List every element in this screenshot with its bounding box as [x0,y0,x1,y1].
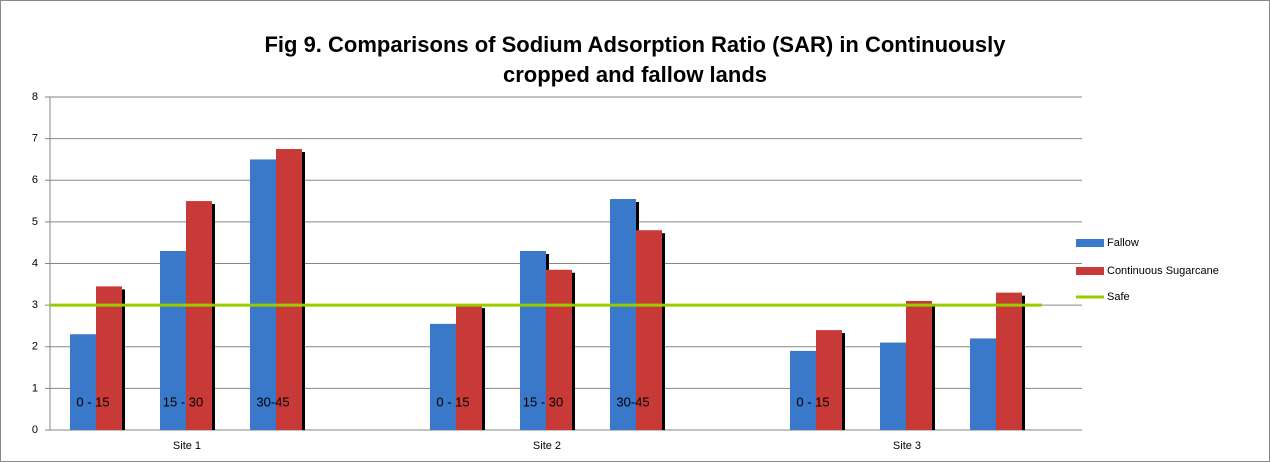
group-label: Site 2 [533,440,561,452]
bar [250,159,276,430]
group-label: Site 1 [173,440,201,452]
y-tick-label: 4 [32,257,38,269]
bar [970,338,996,430]
bar [816,330,842,430]
group-label: Site 3 [893,440,921,452]
bar [456,305,482,430]
y-tick-label: 2 [32,341,38,353]
y-tick-label: 7 [32,133,38,145]
bar [610,198,636,430]
bar [636,230,662,430]
bar [276,149,302,430]
chart-title: cropped and fallow lands [503,62,767,87]
legend-label: Fallow [1107,237,1139,249]
bar [996,292,1022,430]
y-tick-label: 0 [32,424,38,436]
x-tick-label: 30-45 [256,394,289,409]
bar [186,201,212,430]
y-tick-label: 6 [32,174,38,186]
x-tick-label: 0 - 15 [436,394,469,409]
bar [430,323,456,430]
bar [790,350,816,430]
bar [96,286,122,430]
x-tick-label: 0 - 15 [76,394,109,409]
y-tick-label: 8 [32,91,38,103]
y-tick-label: 3 [32,299,38,311]
bar [70,334,96,430]
y-tick-label: 1 [32,382,38,394]
bar [160,251,186,430]
bar [546,269,572,430]
x-tick-label: 15 - 30 [163,394,203,409]
x-tick-label: 0 - 15 [796,394,829,409]
x-tick-label: 30-45 [616,394,649,409]
legend-label: Continuous Sugarcane [1107,265,1219,277]
y-tick-label: 5 [32,216,38,228]
bar [520,251,546,430]
legend-label: Safe [1107,291,1130,303]
bar [906,300,932,430]
legend-swatch [1076,239,1104,247]
bar [880,342,906,430]
legend-swatch [1076,267,1104,275]
x-tick-label: 15 - 30 [523,394,563,409]
chart-title: Fig 9. Comparisons of Sodium Adsorption … [264,32,1006,57]
